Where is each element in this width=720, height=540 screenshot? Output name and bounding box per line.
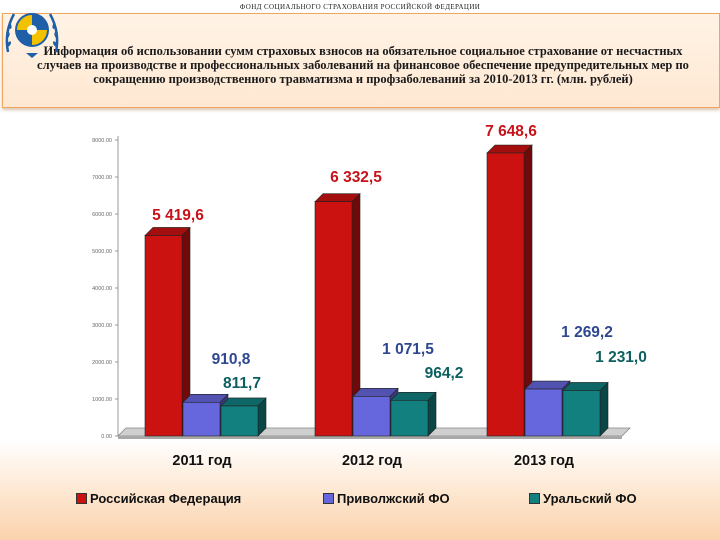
data-label: 1 231,0 [595,349,647,366]
bar-top [182,394,229,403]
bar [390,400,429,437]
org-name: Фонд социального страхования Российской … [239,3,481,11]
data-label: 6 332,5 [330,169,382,186]
data-label: 1 071,5 [382,341,434,358]
y-tick-label: 5000.00 [92,249,112,255]
y-tick-label: 2000.00 [92,360,112,366]
y-tick-label: 7000.00 [92,175,112,181]
legend-item: Российская Федерация [76,491,241,506]
data-label: 5 419,6 [152,207,204,224]
legend-label: Приволжский ФО [337,491,450,506]
chart-floor-edge [118,436,622,439]
bar-top [220,397,267,407]
data-label: 7 648,6 [485,123,537,140]
bar-top [144,227,191,236]
y-tick-label: 1000.00 [92,397,112,403]
bar-top [352,388,399,397]
bar [220,405,259,437]
page-title: Информация об использовании сумм страхов… [37,44,689,86]
legend-label: Уральский ФО [543,491,637,506]
legend-item: Приволжский ФО [323,491,450,506]
legend-swatch [76,493,87,504]
bar [352,396,391,437]
bar [562,390,601,437]
bar-top [314,193,361,202]
bar-top [524,380,571,390]
category-label: 2012 год [342,453,402,469]
data-label: 1 269,2 [561,324,613,341]
bar [144,235,183,437]
legend-swatch [529,493,540,504]
y-tick-label: 4000.00 [92,286,112,292]
bar [524,388,563,437]
data-label: 811,7 [223,375,261,392]
y-tick-label: 6000.00 [92,212,112,218]
header-bar: Информация об использовании сумм страхов… [2,13,720,108]
bar [486,152,525,437]
bar-top [562,382,609,391]
bar-top [390,392,437,401]
y-tick-label: 8000.00 [92,138,112,144]
y-tick-label: 0.00 [101,434,112,440]
data-label: 910,8 [212,351,251,368]
y-tick-label: 3000.00 [92,323,112,329]
legend-item: Уральский ФО [529,491,637,506]
category-label: 2013 год [514,453,574,469]
category-label: 2011 год [172,453,231,469]
bar [314,201,353,437]
bar-side [599,381,609,437]
chart-legend: Российская Федерация Приволжский ФО Уральс… [76,491,676,507]
bar [182,402,221,437]
fss-logo [5,13,59,58]
bar-top [486,144,533,154]
data-label: 964,2 [425,365,464,382]
legend-swatch [323,493,334,504]
legend-label: Российская Федерация [90,491,242,506]
background-glow [0,440,720,540]
